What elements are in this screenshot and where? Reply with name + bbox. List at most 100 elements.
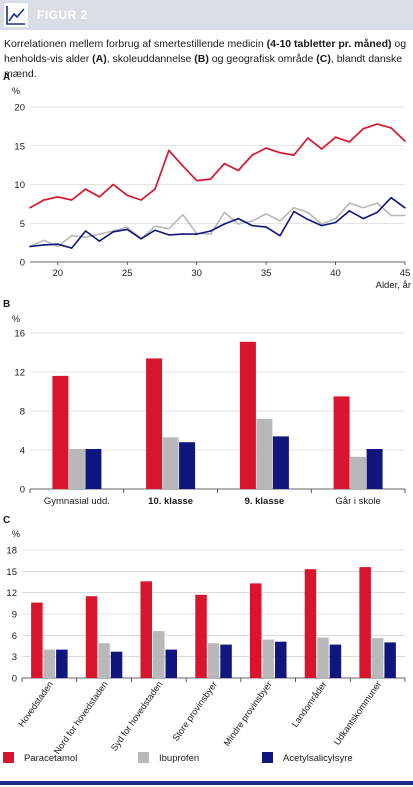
data-point	[168, 234, 170, 236]
data-point	[56, 196, 59, 198]
data-point	[348, 202, 351, 204]
data-point	[404, 206, 406, 209]
bar-acetylsalicylsyre	[110, 651, 123, 678]
legend-swatch-paracetamol	[3, 752, 14, 763]
category-label: Udkantskommuner	[332, 679, 384, 747]
panel-label-a: A	[3, 72, 10, 83]
data-point	[140, 199, 142, 201]
bar-ibuprofen	[68, 449, 85, 489]
figure-title: FIGUR 2	[37, 8, 88, 22]
x-tick-label: 30	[191, 268, 202, 279]
bar-ibuprofen	[317, 637, 329, 678]
data-point	[279, 234, 281, 237]
caption-bold1: (4-10 tabletter pr. måned)	[266, 38, 392, 50]
y-tick-label: 16	[14, 329, 25, 340]
x-tick-label: 45	[400, 268, 411, 279]
data-point	[334, 217, 337, 220]
x-axis-label: Alder, år	[376, 280, 411, 291]
category-label: Syd for hovedstaden	[109, 679, 165, 752]
data-point	[334, 136, 337, 139]
bar-acetylsalicylsyre	[179, 442, 196, 489]
bar-acetylsalicylsyre	[272, 436, 289, 489]
bar-paracetamol	[333, 396, 350, 489]
bar-ibuprofen	[207, 643, 220, 678]
data-point	[98, 196, 101, 198]
bar-paracetamol	[304, 569, 317, 678]
data-point	[112, 183, 115, 186]
data-point	[376, 202, 379, 204]
category-label: Hovedstaden	[16, 679, 55, 728]
caption-part3: , skoleuddannelse	[106, 53, 195, 65]
series-line-acetylsalicylsyre	[29, 196, 406, 249]
data-point	[293, 154, 295, 156]
bar-paracetamol	[146, 358, 163, 489]
data-point	[293, 210, 295, 213]
data-point	[237, 217, 240, 220]
data-point	[223, 162, 226, 165]
bar-acetylsalicylsyre	[384, 642, 396, 678]
bar-acetylsalicylsyre	[56, 649, 68, 678]
caption-part5: , blandt danske mænd.	[4, 53, 403, 80]
data-point	[195, 179, 198, 182]
y-tick-label: 10	[14, 180, 25, 191]
data-point	[181, 213, 184, 216]
data-point	[404, 214, 406, 217]
x-tick-label: 40	[330, 268, 341, 279]
data-point	[209, 230, 212, 232]
data-point	[237, 169, 240, 172]
bar-acetylsalicylsyre	[275, 641, 287, 678]
bar-ibuprofen	[43, 649, 56, 678]
y-tick-label: 0	[20, 258, 25, 269]
category-label: Gymnasial udd.	[44, 496, 110, 507]
data-point	[265, 213, 267, 215]
bar-ibuprofen	[256, 418, 273, 489]
data-point	[390, 127, 392, 129]
y-tick-label: 3	[12, 652, 17, 663]
data-point	[84, 188, 87, 190]
data-point	[265, 226, 267, 228]
y-unit-label-b: %	[12, 314, 20, 324]
data-point	[195, 233, 198, 235]
x-tick-label: 35	[261, 268, 272, 279]
y-tick-label: 18	[6, 546, 17, 557]
data-point	[70, 199, 73, 201]
legend-label-ibuprofen: Ibuprofen	[159, 753, 199, 764]
data-point	[43, 239, 45, 242]
caption-bold4: (C)	[316, 53, 331, 65]
data-point	[154, 188, 156, 190]
data-point	[98, 240, 101, 242]
line-chart-icon	[4, 3, 28, 27]
bar-ibuprofen	[371, 638, 384, 678]
data-point	[223, 223, 226, 225]
legend-swatch-ibuprofen	[138, 752, 149, 763]
caption-part2: og henholds-vis alder	[4, 38, 407, 65]
y-tick-label: 15	[14, 141, 25, 152]
y-tick-label: 9	[12, 610, 17, 621]
bar-paracetamol	[195, 594, 207, 678]
data-point	[306, 137, 309, 139]
category-label: Store provinsbyer	[170, 679, 219, 743]
data-point	[154, 225, 156, 228]
category-label: Går i skole	[335, 496, 380, 507]
data-point	[362, 206, 365, 209]
data-point	[126, 228, 129, 231]
data-point	[390, 196, 392, 199]
category-label: Nord for hovedstaden	[52, 679, 110, 756]
figure-caption: Korrelationen mellem forbrug af smertest…	[4, 37, 409, 82]
legend-label-paracetamol: Paracetamol	[24, 753, 77, 764]
panel-label-b: B	[3, 299, 10, 310]
data-point	[209, 178, 212, 180]
data-point	[126, 194, 129, 197]
y-unit-label-c: %	[12, 529, 20, 539]
y-tick-label: 20	[14, 103, 25, 114]
bar-ibuprofen	[262, 639, 274, 678]
data-point	[279, 220, 281, 222]
data-point	[279, 151, 281, 154]
data-point	[70, 234, 73, 237]
y-tick-label: 0	[12, 674, 17, 685]
data-point	[112, 230, 115, 233]
data-point	[376, 211, 379, 214]
bar-acetylsalicylsyre	[165, 649, 177, 678]
x-tick-label: 20	[52, 268, 63, 279]
data-point	[43, 199, 45, 201]
